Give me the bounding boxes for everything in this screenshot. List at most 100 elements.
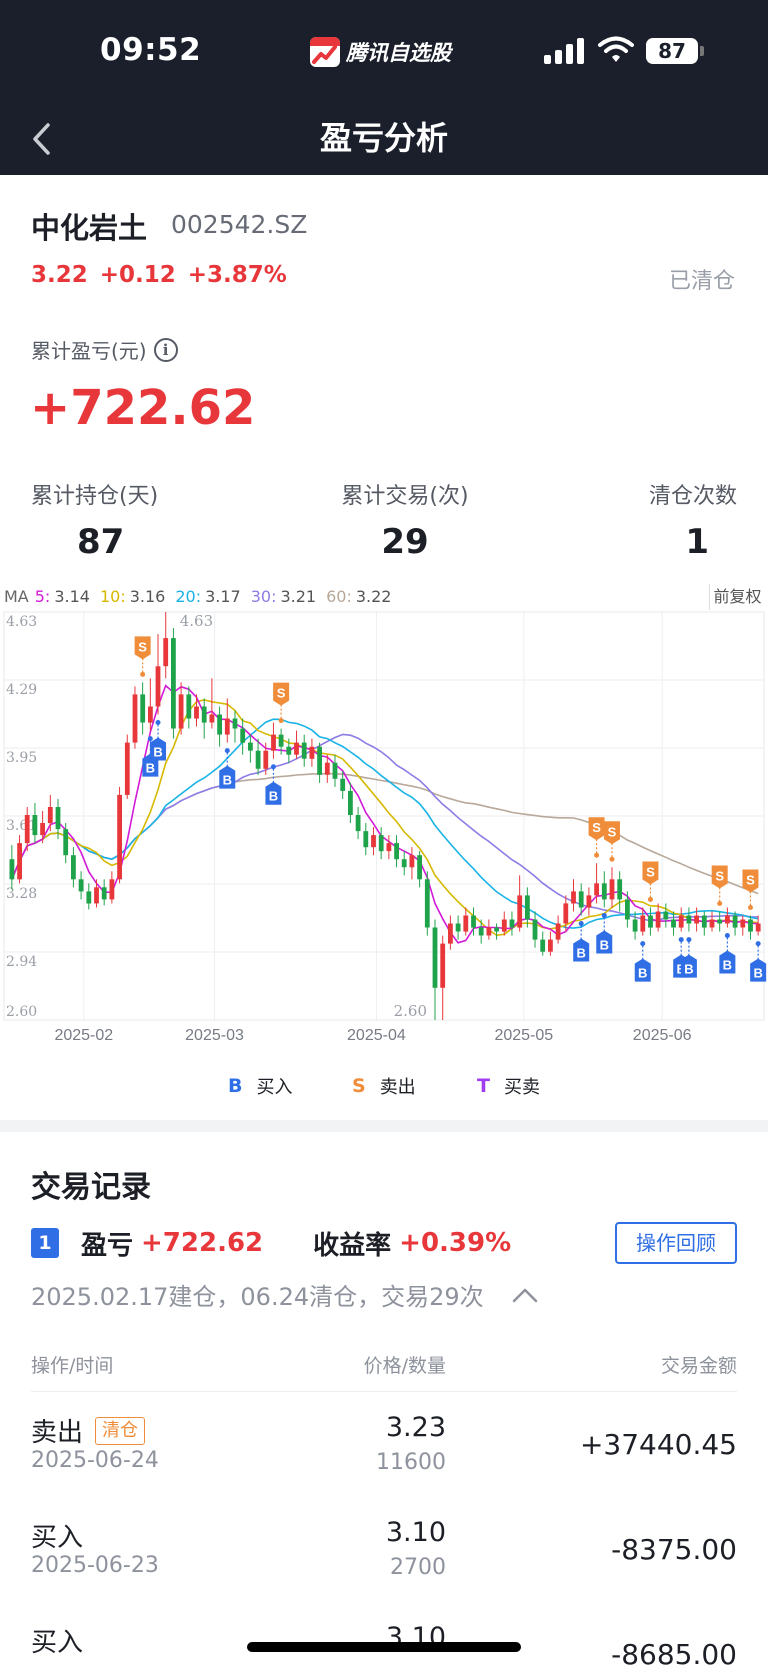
info-icon[interactable]: i — [153, 337, 178, 362]
legend-trade-label: 买卖 — [503, 1077, 540, 1098]
row-price: 3.23 — [385, 1412, 446, 1443]
candle-body — [601, 883, 607, 900]
buy-marker-badge — [719, 950, 736, 974]
candle-body — [201, 706, 207, 723]
sell-marker-label: S — [138, 639, 147, 654]
buy-marker-label: B — [223, 773, 232, 788]
candle-body — [748, 919, 753, 932]
adjust-type-button[interactable]: 前复权 — [709, 584, 765, 610]
chevron-up-icon[interactable] — [512, 1285, 538, 1305]
stat-label: 累计持仓(天) — [31, 484, 159, 509]
candle-body — [617, 879, 623, 900]
records-title: 交易记录 — [31, 1170, 151, 1205]
candle-body — [101, 887, 107, 900]
candle-body — [240, 728, 246, 743]
sell-marker-dot — [140, 671, 146, 677]
candle-body — [232, 718, 238, 729]
sell-marker-dot — [747, 904, 753, 910]
row-op-text: 卖出 — [31, 1418, 84, 1448]
ma-legend: MA 5: 3.14 10: 3.16 20: 3.17 30: 3.21 60: 3.22 — [4, 587, 411, 606]
y-tick-label: 2.60 — [6, 1004, 37, 1020]
candle-body — [725, 915, 730, 924]
candle-body — [32, 815, 38, 836]
wifi-icon — [598, 36, 634, 64]
candle-body — [640, 915, 646, 932]
back-chevron-icon[interactable] — [30, 122, 54, 156]
ma-value: 3.21 — [280, 587, 317, 606]
candle-body — [363, 831, 369, 848]
sell-marker-dot — [717, 900, 723, 906]
row-op: 买入 — [31, 1517, 83, 1554]
ma5-line — [11, 684, 759, 944]
ma-name: 5: — [34, 587, 51, 606]
candle-body — [525, 895, 530, 920]
sell-marker-label: S — [592, 820, 601, 835]
candle-body — [324, 762, 330, 775]
candle-body — [701, 915, 707, 928]
buy-marker-dot — [755, 941, 761, 947]
buy-marker-label: B — [753, 966, 762, 981]
buy-marker-badge — [219, 765, 236, 789]
buy-marker-badge — [265, 781, 282, 805]
sell-marker-dot — [594, 852, 600, 858]
candle-body — [494, 927, 499, 932]
candle-body — [186, 694, 192, 719]
candle-body — [47, 807, 53, 824]
candle-body — [501, 919, 507, 932]
records-summary[interactable]: 2025.02.17建仓，06.24清仓，交易29次 — [31, 1277, 538, 1312]
row-price: 3.10 — [385, 1517, 446, 1548]
candle-body — [424, 879, 430, 928]
ma-item: 5: 3.14 — [35, 587, 90, 606]
kline-chart[interactable]: 4.63 4.29 3.95 3.61 3.28 2.94 2.60 2025-02 2025-… — [0, 608, 768, 1048]
x-tick-label: 2025-06 — [633, 1027, 692, 1044]
candle-body — [625, 899, 630, 920]
ma-name: 30: — [250, 587, 277, 606]
row-op: 卖出 清仓 — [31, 1412, 146, 1449]
buy-marker-badge — [680, 954, 697, 978]
buy-marker-dot — [147, 736, 153, 742]
col-header-amount: 交易金额 — [660, 1355, 737, 1377]
stock-change: +0.12 — [99, 262, 176, 288]
operation-review-button[interactable]: 操作回顾 — [615, 1222, 737, 1264]
sell-marker-label: S — [646, 864, 655, 879]
row-date: 2025-06-24 — [31, 1448, 159, 1473]
row-date: 2025-06-23 — [31, 1553, 159, 1578]
candle-body — [148, 706, 153, 723]
buy-marker-label: B — [723, 958, 732, 973]
candle-body — [371, 835, 376, 848]
table-row[interactable]: 卖出 清仓 2025-06-24 3.23 11600 +37440.45 — [0, 1412, 768, 1512]
candle-body — [78, 879, 84, 892]
buy-marker-badge — [573, 938, 590, 962]
candle-body — [755, 923, 761, 932]
ma-value: 3.16 — [129, 587, 166, 606]
sell-marker-label: S — [608, 824, 617, 839]
candle-body — [55, 807, 61, 830]
x-tick-label: 2025-03 — [185, 1027, 244, 1044]
candle-body — [194, 706, 199, 719]
y-tick-label: 4.63 — [6, 614, 37, 630]
candle-body — [678, 915, 684, 928]
app-name: 腾讯自选股 — [346, 41, 451, 65]
ma-item: 10: 3.16 — [100, 587, 165, 606]
low-price-label: 2.60 — [394, 1002, 427, 1020]
candle-body — [340, 778, 346, 791]
candle-body — [348, 790, 353, 815]
ma-prefix: MA — [4, 587, 29, 606]
candle-body — [209, 714, 215, 723]
legend-trade-mark: T — [477, 1075, 490, 1097]
pl-value: +722.62 — [141, 1228, 264, 1258]
candle-body — [140, 694, 146, 723]
candle-body — [448, 923, 453, 944]
clear-position-tag: 清仓 — [95, 1416, 146, 1445]
legend-sell-label: 卖出 — [379, 1077, 416, 1098]
candle-body — [463, 915, 469, 932]
sell-marker-label: S — [277, 686, 286, 701]
candle-body — [440, 943, 446, 988]
ma10-line — [11, 698, 759, 937]
table-row[interactable]: 买入 2025-06-23 3.10 2700 -8375.00 — [0, 1517, 768, 1617]
candle-body — [517, 895, 523, 928]
sell-marker-label: S — [715, 868, 724, 883]
row-op-text: 买入 — [31, 1628, 84, 1658]
candle-body — [355, 815, 361, 832]
ma-name: 20: — [175, 587, 202, 606]
